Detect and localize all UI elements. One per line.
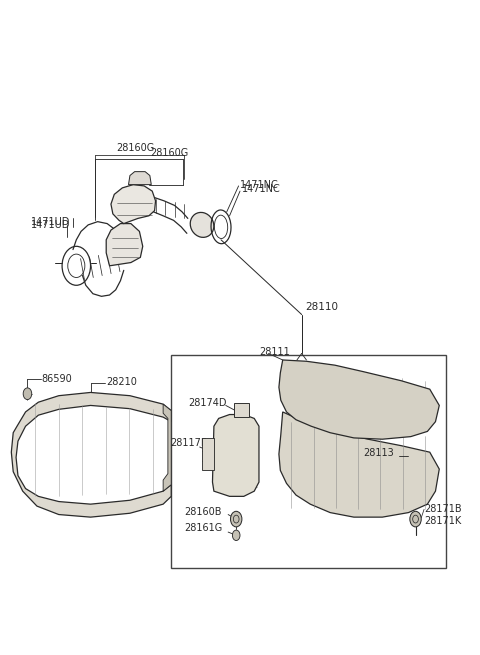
Text: 1471UD: 1471UD bbox=[31, 217, 71, 227]
Polygon shape bbox=[279, 360, 439, 440]
Text: 28160G: 28160G bbox=[117, 143, 155, 153]
Polygon shape bbox=[111, 185, 156, 223]
Bar bbox=[234, 403, 250, 417]
Text: 28210: 28210 bbox=[106, 377, 137, 387]
Text: 28171B: 28171B bbox=[424, 504, 462, 514]
Text: 86590: 86590 bbox=[42, 374, 72, 384]
Polygon shape bbox=[279, 412, 439, 517]
Bar bbox=[171, 355, 446, 568]
Text: 28171K: 28171K bbox=[424, 516, 461, 526]
Text: 1471NC: 1471NC bbox=[242, 184, 281, 194]
Circle shape bbox=[23, 388, 32, 400]
Text: 28160B: 28160B bbox=[184, 507, 221, 517]
Circle shape bbox=[230, 512, 242, 527]
Polygon shape bbox=[106, 223, 143, 266]
Circle shape bbox=[232, 530, 240, 540]
Text: 28160G: 28160G bbox=[150, 149, 188, 159]
Text: 28113: 28113 bbox=[363, 449, 394, 458]
Text: 28111: 28111 bbox=[259, 347, 290, 357]
Text: 28110: 28110 bbox=[305, 302, 338, 312]
Text: 1471UD: 1471UD bbox=[31, 220, 71, 230]
Polygon shape bbox=[12, 392, 171, 517]
Polygon shape bbox=[129, 172, 151, 185]
Ellipse shape bbox=[190, 212, 214, 237]
Text: 28161G: 28161G bbox=[184, 523, 222, 533]
Bar bbox=[202, 438, 215, 470]
Text: 28117F: 28117F bbox=[170, 438, 206, 448]
Polygon shape bbox=[163, 404, 171, 491]
Circle shape bbox=[410, 512, 421, 527]
Text: 1471NC: 1471NC bbox=[240, 179, 279, 189]
Text: 28174D: 28174D bbox=[188, 398, 226, 408]
Polygon shape bbox=[213, 415, 259, 496]
